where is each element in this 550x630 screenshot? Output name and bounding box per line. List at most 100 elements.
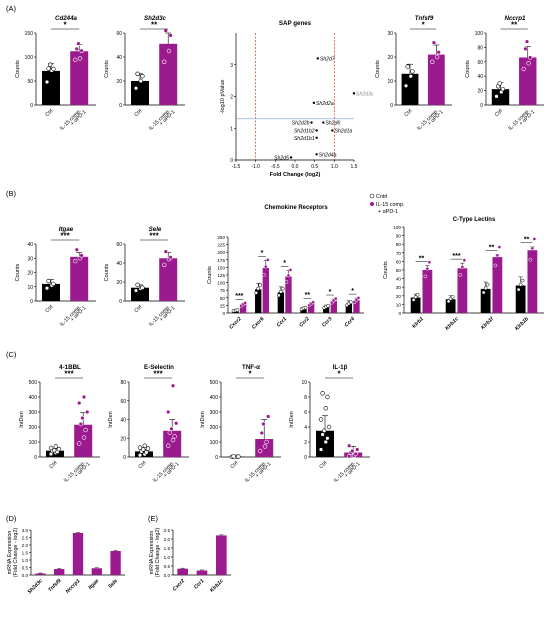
e-bar — [196, 570, 208, 575]
b4-point — [485, 282, 490, 287]
b3-y-tick-label: 125 — [217, 273, 225, 278]
a3-x-tick-label: -0.5 — [271, 164, 280, 170]
c3-point — [236, 454, 241, 459]
a4-point — [436, 49, 441, 55]
d-bar — [54, 569, 65, 575]
a1-y-tick-label: 100 — [25, 55, 34, 61]
a4-point — [408, 73, 413, 79]
a2-point — [140, 73, 145, 79]
b3-point — [326, 303, 331, 308]
a2-point — [133, 85, 139, 91]
c4-point — [326, 424, 332, 430]
a5-point — [527, 55, 533, 60]
c2-point — [170, 437, 176, 443]
d-y-tick-label: 2.0 — [22, 543, 29, 548]
c2-y-tick-label: 0 — [123, 455, 126, 461]
e-y-tick-label: 0.0 — [164, 573, 171, 578]
a2-bar-treat — [159, 43, 178, 105]
a1-point — [46, 66, 51, 71]
e-x-tick-label: Cxcr2 — [172, 578, 187, 593]
b4-point — [518, 282, 523, 287]
b3-y-tick-label: 225 — [217, 243, 225, 248]
b3-point — [303, 305, 308, 310]
b3-bar-treat — [239, 304, 247, 313]
d-x-tick-label: Sele — [107, 578, 119, 590]
b4-point — [458, 273, 463, 277]
c2-y-tick-label: 60 — [120, 399, 126, 405]
c4-point — [325, 436, 330, 441]
c3-y-tick-label: 100 — [210, 440, 219, 446]
e-y-tick-label: 2.0 — [164, 537, 171, 542]
a1-point — [44, 79, 50, 85]
c4-xlabel-ctrl: Ctrl — [318, 460, 328, 470]
a5-point — [494, 94, 499, 99]
a4-sig-marker: * — [422, 21, 426, 30]
d-x-tick-label: Itgae — [87, 578, 100, 591]
b4-point — [481, 290, 486, 295]
e-x-tick-label: Klrb1c — [209, 578, 225, 594]
d-x-tick-label: Nccrp1 — [65, 578, 82, 595]
c2-point — [166, 443, 171, 448]
c4-point — [355, 447, 360, 452]
b1-y-tick-label: 0 — [30, 299, 33, 305]
a3-title: SAP genes — [279, 20, 312, 27]
c2-ylabel: IntDen — [108, 411, 114, 427]
b3-sig-marker: ** — [305, 292, 311, 299]
b4-point — [446, 299, 451, 304]
a1-point — [77, 56, 83, 61]
a3-point — [289, 156, 293, 159]
d-y-tick-label: 2.5 — [22, 536, 29, 541]
b4-y-tick-label: 40 — [396, 277, 402, 282]
a1-ylabel: Counts — [15, 60, 21, 78]
b3-bar-ctrl — [323, 306, 330, 313]
c1-ylabel: IntDen — [19, 411, 25, 427]
a2-point — [138, 78, 144, 84]
b3-bar-treat — [353, 300, 360, 313]
b1-bar-treat — [70, 256, 89, 301]
c4-point — [318, 417, 324, 422]
a3-y-tick-label: 2 — [230, 95, 233, 101]
c4-y-tick-label: 8 — [304, 395, 307, 401]
b3-legend-label-treat2: + αPD-1 — [378, 209, 398, 215]
b3-sig-marker: * — [329, 289, 332, 296]
a4-point — [430, 59, 435, 64]
a3-point-label: Sh2d4a — [319, 152, 337, 158]
b2-point — [162, 262, 167, 268]
a1-point — [47, 62, 53, 67]
b1-y-tick-label: 20 — [27, 271, 33, 277]
b1-point — [72, 258, 78, 264]
d-y-tick-label: 0.0 — [22, 573, 29, 578]
c4-y-tick-label: 10 — [301, 380, 307, 386]
c2-sig-marker: *** — [153, 370, 163, 379]
b4-bar-treat — [527, 250, 538, 313]
c2-point — [145, 446, 151, 451]
a2-y-tick-label: 40 — [116, 55, 122, 61]
a5-y-tick-label: 0 — [480, 103, 483, 109]
a4-y-tick-label: 20 — [387, 55, 393, 61]
b3-point — [277, 293, 281, 298]
a1-bar-ctrl — [42, 70, 60, 105]
a3-x-tick-label: 1.0 — [331, 164, 338, 170]
c4-point — [353, 451, 358, 457]
a2-point — [162, 59, 167, 64]
c1-point — [76, 400, 82, 406]
b4-y-tick-label: 100 — [393, 225, 401, 230]
a2-y-tick-label: 20 — [116, 79, 122, 85]
a2-point — [135, 71, 140, 77]
b3-sig-marker: * — [351, 288, 354, 295]
b4-point — [415, 292, 420, 297]
a1-y-tick-label: 150 — [25, 31, 34, 37]
b4-point — [427, 260, 432, 265]
b4-bar-ctrl — [410, 297, 421, 313]
a3-point-label: Sh2d6 — [325, 121, 340, 127]
a5-xlabel-ctrl: Ctrl — [494, 108, 504, 118]
b1-title: Itgae — [59, 226, 74, 233]
a4-bar-treat — [427, 54, 445, 105]
b3-x-tick-label: Cxcr2 — [228, 316, 243, 331]
b2-point — [133, 288, 139, 293]
b4-point — [462, 258, 467, 263]
a4-y-tick-label: 0 — [390, 103, 393, 109]
b4-point — [423, 274, 428, 279]
b3-bar-ctrl — [277, 292, 285, 313]
